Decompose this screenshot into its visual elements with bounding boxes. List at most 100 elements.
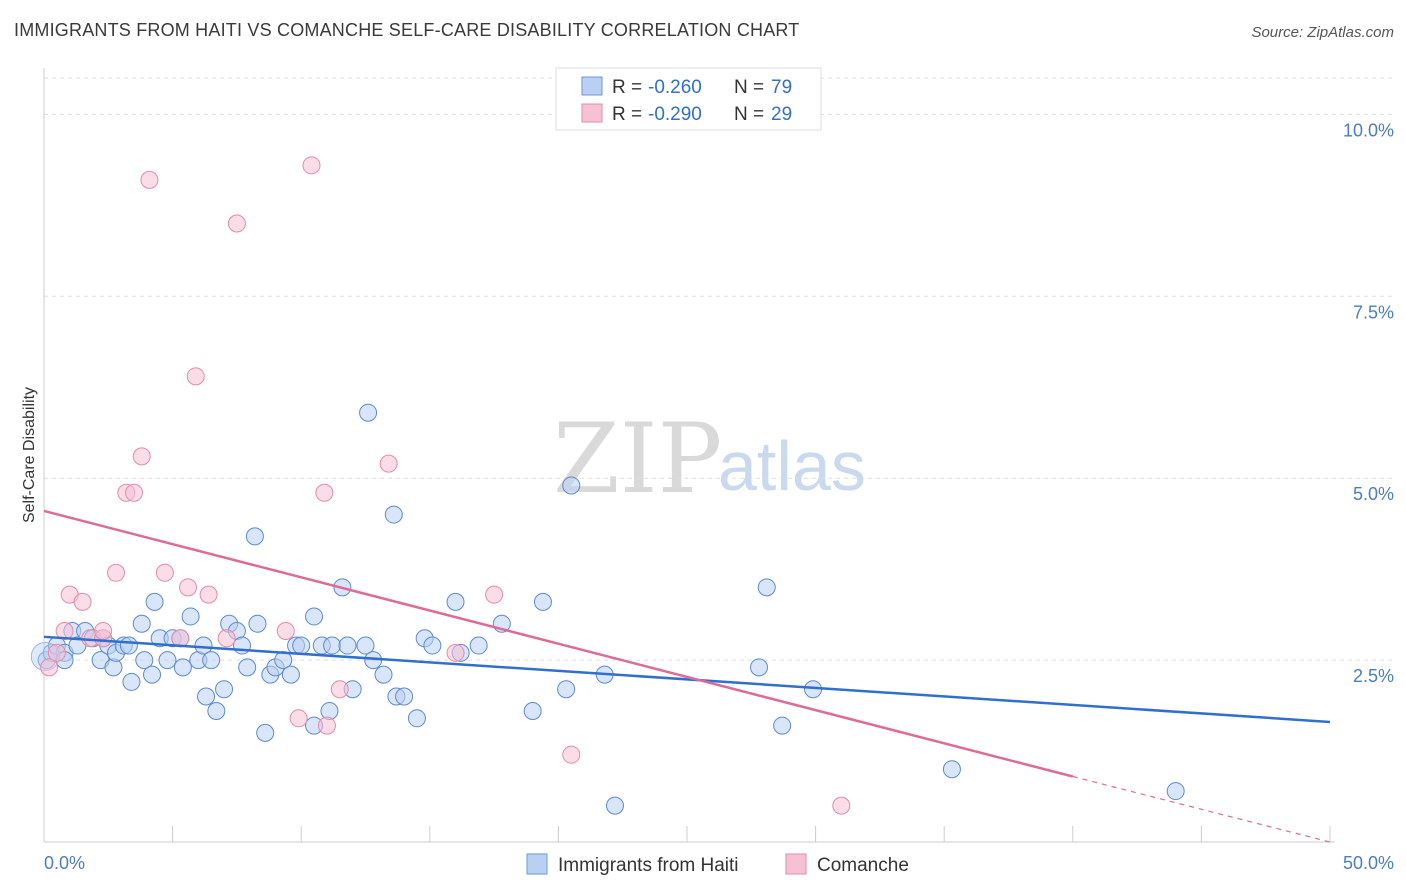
bottom-legend-comanche: Comanche: [817, 855, 909, 876]
haiti-point: [281, 665, 300, 684]
watermark-atlas: atlas: [718, 427, 866, 505]
haiti-point: [248, 614, 267, 633]
trend-lines: [43, 509, 1331, 843]
haiti-point: [202, 651, 221, 670]
comanche-point: [562, 745, 581, 764]
haiti-point: [423, 636, 442, 655]
comanche-point: [132, 447, 151, 466]
bottom-legend-swatch-comanche: [785, 853, 807, 875]
comanche-point: [315, 483, 334, 502]
comanche-point: [47, 643, 66, 662]
y-tick-labels: 2.5% 5.0% 7.5% 10.0%: [1343, 120, 1394, 686]
haiti-point: [238, 658, 257, 677]
comanche-point: [186, 367, 205, 386]
series-comanche-points: [40, 156, 851, 815]
comanche-point: [379, 454, 398, 473]
haiti-point: [122, 672, 141, 691]
haiti-point: [359, 403, 378, 422]
legend-swatch-haiti: [581, 76, 603, 96]
haiti-point: [446, 592, 465, 611]
haiti-point: [173, 658, 192, 677]
comanche-point: [446, 643, 465, 662]
comanche-point: [94, 621, 113, 640]
haiti-point: [143, 665, 162, 684]
haiti-point: [132, 614, 151, 633]
haiti-point: [533, 592, 552, 611]
comanche-point: [107, 563, 126, 582]
comanche-trend-line: [43, 509, 1074, 778]
watermark-zip: ZIP: [553, 403, 722, 515]
haiti-point: [119, 636, 138, 655]
legend-box: R = -0.260 N = 79 R = -0.290 N = 29: [555, 67, 822, 131]
haiti-point: [292, 636, 311, 655]
y-axis-label: Self-Care Disability: [21, 387, 38, 523]
y-tick-label: 7.5%: [1353, 302, 1394, 322]
legend-r-value-haiti: -0.260: [648, 77, 702, 98]
haiti-point: [356, 636, 375, 655]
haiti-point: [942, 760, 961, 779]
legend-r-value-comanche: -0.290: [648, 104, 702, 125]
comanche-point: [40, 658, 59, 677]
bottom-legend: Immigrants from Haiti Comanche: [526, 853, 909, 876]
legend-r-label-comanche: R =: [612, 104, 642, 125]
comanche-point: [217, 629, 236, 648]
bottom-legend-haiti: Immigrants from Haiti: [558, 855, 739, 876]
comanche-point: [302, 156, 321, 175]
comanche-point: [179, 578, 198, 597]
legend-swatch-comanche: [581, 103, 603, 123]
legend-r-label-haiti: R =: [612, 77, 642, 98]
x-tick-label-min: 0.0%: [44, 853, 85, 873]
haiti-point: [145, 592, 164, 611]
comanche-point: [485, 585, 504, 604]
haiti-point: [773, 716, 792, 735]
y-tick-label: 2.5%: [1353, 666, 1394, 686]
haiti-point: [181, 607, 200, 626]
y-tick-label: 5.0%: [1353, 484, 1394, 504]
haiti-point: [158, 651, 177, 670]
comanche-point: [276, 621, 295, 640]
gridlines: [44, 77, 1392, 661]
comanche-point: [155, 563, 174, 582]
x-axis-ticks: [43, 826, 1331, 842]
y-tick-label: 10.0%: [1343, 120, 1394, 140]
comanche-point: [330, 680, 349, 699]
comanche-point: [55, 621, 74, 640]
haiti-point: [374, 665, 393, 684]
haiti-point: [469, 636, 488, 655]
haiti-point: [194, 636, 213, 655]
haiti-point: [215, 680, 234, 699]
haiti-point: [384, 505, 403, 524]
legend-n-value-haiti: 79: [771, 77, 792, 98]
x-tick-label-max: 50.0%: [1343, 853, 1394, 873]
haiti-trend-line: [43, 635, 1331, 724]
comanche-point: [317, 716, 336, 735]
bottom-legend-swatch-haiti: [526, 853, 548, 875]
legend-n-label-comanche: N =: [734, 104, 764, 125]
haiti-point: [523, 702, 542, 721]
haiti-point: [323, 636, 342, 655]
comanche-point: [73, 592, 92, 611]
haiti-point: [757, 578, 776, 597]
haiti-point: [305, 607, 324, 626]
comanche-point: [832, 796, 851, 815]
comanche-trend-extension: [1072, 775, 1331, 843]
haiti-point: [605, 796, 624, 815]
comanche-point: [140, 170, 159, 189]
comanche-point: [289, 709, 308, 728]
haiti-point: [197, 687, 216, 706]
source-label: Source: ZipAtlas.com: [1251, 24, 1394, 41]
haiti-point: [395, 687, 414, 706]
haiti-point: [407, 709, 426, 728]
chart-title: IMMIGRANTS FROM HAITI VS COMANCHE SELF-C…: [14, 20, 800, 40]
haiti-point: [256, 723, 275, 742]
haiti-point: [750, 658, 769, 677]
haiti-point: [562, 476, 581, 495]
haiti-point: [338, 636, 357, 655]
haiti-point: [245, 527, 264, 546]
comanche-point: [199, 585, 218, 604]
haiti-point: [557, 680, 576, 699]
legend-n-value-comanche: 29: [771, 104, 792, 125]
comanche-point: [125, 483, 144, 502]
haiti-point: [135, 651, 154, 670]
